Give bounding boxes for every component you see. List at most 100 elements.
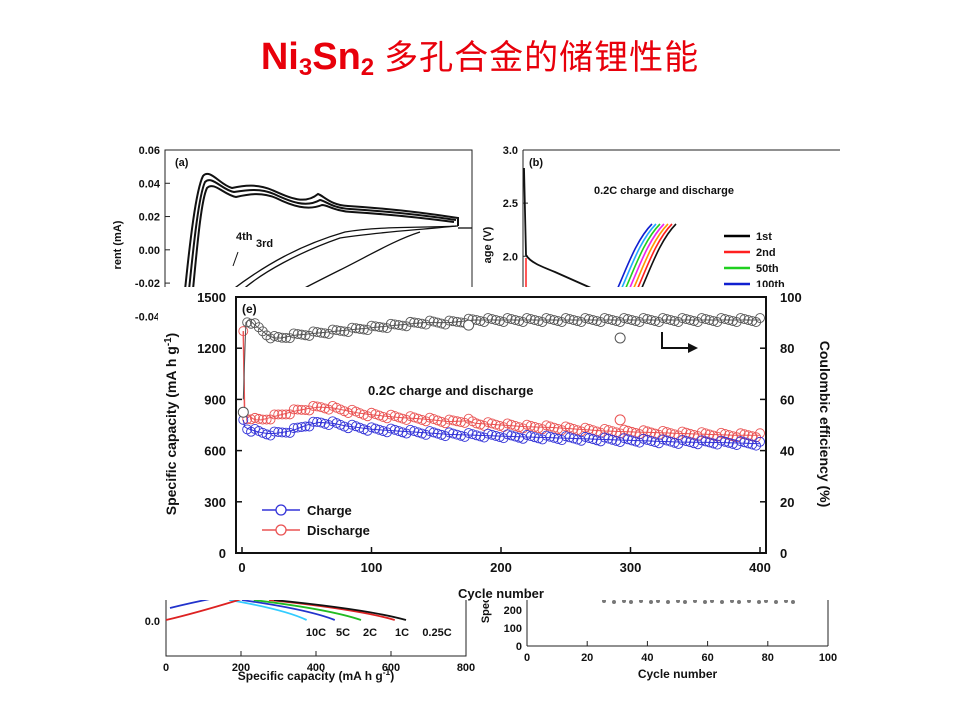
panel-e-data-point bbox=[486, 418, 497, 429]
panel-e-xtick-label: 400 bbox=[749, 560, 771, 575]
panel-e-data-point bbox=[525, 431, 536, 442]
panel-e-data-point bbox=[564, 432, 575, 443]
panel-e-data-point bbox=[564, 422, 575, 433]
panel-e-data-point bbox=[428, 316, 439, 327]
panel-e-data-point bbox=[622, 434, 633, 445]
panel-e-data-point bbox=[277, 409, 288, 420]
panel-b-charge-curve bbox=[627, 223, 665, 293]
panel-e-ytick-label: 900 bbox=[204, 392, 226, 407]
panel-e-data-point bbox=[677, 426, 688, 437]
panel-e-data-point bbox=[296, 404, 307, 415]
panel-e-data-point bbox=[292, 329, 303, 339]
panel-e-data-point bbox=[385, 318, 396, 329]
panel-e-data-point bbox=[665, 315, 676, 325]
panel-e-data-point bbox=[584, 314, 595, 324]
panel-e-data-point bbox=[424, 412, 435, 423]
panel-e-data-point bbox=[599, 424, 610, 434]
panel-e-data-point bbox=[417, 414, 427, 425]
panel-e-ytick-label: 600 bbox=[204, 444, 226, 459]
panel-c-rate-label-1C: 1C bbox=[395, 627, 409, 639]
panel-e-data-point bbox=[626, 435, 637, 446]
panel-e-data-point bbox=[665, 436, 676, 447]
panel-e-data-point bbox=[257, 414, 268, 425]
panel-e-data-point bbox=[374, 322, 385, 332]
panel-e-data-point bbox=[568, 423, 579, 434]
panel-e-data-point bbox=[420, 429, 431, 440]
panel-e-data-point bbox=[455, 430, 466, 441]
panel-d-data-point bbox=[703, 600, 707, 604]
panel-c-xtick-label: 0 bbox=[163, 662, 169, 674]
panel-c-rate-label-5C: 5C bbox=[336, 627, 350, 639]
panel-e-data-point bbox=[716, 313, 727, 323]
panel-e-data-point bbox=[284, 409, 295, 420]
panel-e-data-point bbox=[343, 408, 354, 418]
panel-e-data-point bbox=[281, 332, 291, 343]
panel-e-y2tick-label: 100 bbox=[780, 290, 802, 305]
panel-e-data-point bbox=[312, 401, 323, 412]
panel-d-data-point bbox=[649, 600, 653, 604]
panel-e-data-point bbox=[393, 426, 404, 437]
panel-e-xtick-label: 100 bbox=[361, 560, 383, 575]
panel-d-data-point bbox=[774, 600, 778, 604]
panel-e-data-point bbox=[560, 313, 571, 323]
panel-b-charge-curve bbox=[619, 223, 657, 293]
panel-e-data-point bbox=[549, 315, 560, 325]
panel-e-xlabel: Cycle number bbox=[458, 586, 544, 601]
panel-a-cv-curve bbox=[289, 231, 421, 297]
panel-e-data-point bbox=[370, 423, 381, 434]
panel-e-right-axis-arrow bbox=[661, 332, 690, 349]
panel-c-discharge-curve-red bbox=[165, 597, 246, 621]
panel-e-data-point bbox=[545, 421, 556, 432]
panel-e-data-point bbox=[751, 317, 762, 327]
panel-e-data-point bbox=[541, 420, 552, 431]
panel-e-data-point bbox=[319, 403, 330, 414]
panel-e-data-point bbox=[444, 414, 455, 425]
panel-e-data-point bbox=[533, 433, 544, 444]
panel-e-data-point bbox=[529, 432, 540, 443]
panel-e-data-point bbox=[382, 413, 392, 424]
panel-c-xlabel-part: Specific capacity (mA h g bbox=[238, 669, 383, 683]
panel-e-arrow-head bbox=[688, 343, 698, 353]
panel-e-data-point bbox=[463, 428, 474, 438]
title-sub-2: 2 bbox=[360, 54, 375, 81]
panel-e-data-point bbox=[681, 314, 692, 324]
panel-e-data-point bbox=[389, 424, 400, 435]
panel-d-xtick-label: 20 bbox=[581, 652, 593, 664]
panel-e-data-point bbox=[479, 432, 490, 443]
panel-e-data-point bbox=[541, 430, 552, 441]
panel-e-data-point bbox=[661, 435, 672, 446]
panel-e-data-point bbox=[638, 433, 649, 444]
panel-e-data-point bbox=[382, 427, 392, 438]
panel-e-y2tick-label: 0 bbox=[780, 546, 787, 561]
panel-e-data-point bbox=[436, 429, 447, 440]
panel-d-data-point bbox=[666, 600, 670, 604]
panel-e-outlier-point bbox=[614, 332, 626, 344]
panel-e-data-point bbox=[362, 425, 373, 436]
panel-e-series-discharge bbox=[238, 326, 765, 443]
panel-d-data-point bbox=[683, 600, 687, 604]
panel-e-data-point bbox=[452, 416, 462, 427]
panel-e-data-point bbox=[657, 313, 668, 323]
panel-e-outlier-point bbox=[237, 406, 249, 418]
panel-e-data-point bbox=[599, 313, 610, 323]
panel-e-data-point bbox=[389, 411, 400, 422]
panel-e-data-point bbox=[397, 320, 408, 331]
panel-e-data-point bbox=[622, 314, 633, 324]
panel-e-data-point bbox=[521, 429, 532, 440]
panel-b-charge-curve bbox=[615, 223, 653, 293]
panel-e-ytick-label: 300 bbox=[204, 495, 226, 510]
panel-e-data-point bbox=[281, 409, 291, 420]
panel-d-data-point bbox=[629, 600, 633, 604]
panel-e-data-point bbox=[685, 437, 696, 448]
panel-e-data-point bbox=[316, 327, 326, 338]
panel-e-data-point bbox=[452, 316, 462, 327]
panel-a-ytick-label: -0.02 bbox=[135, 278, 160, 290]
panel-e-data-point bbox=[568, 315, 579, 325]
panel-c-charge-curve-0.25C bbox=[273, 599, 407, 621]
panel-e-data-point bbox=[401, 414, 412, 425]
panel-e-data-point bbox=[319, 418, 330, 429]
panel-d-data-point bbox=[612, 600, 616, 604]
panel-e-data-point bbox=[347, 322, 358, 333]
panel-e-data-point bbox=[549, 432, 560, 443]
